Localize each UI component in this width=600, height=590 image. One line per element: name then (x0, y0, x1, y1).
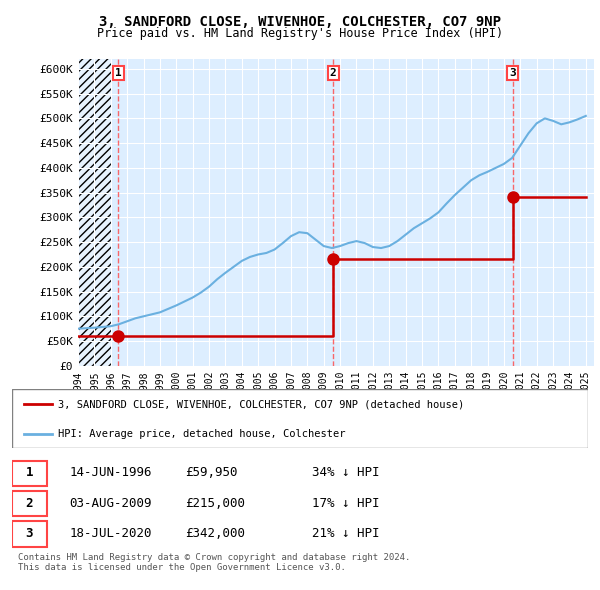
Text: 17% ↓ HPI: 17% ↓ HPI (311, 497, 379, 510)
Bar (12, 491, 47, 516)
Text: £59,950: £59,950 (185, 467, 238, 480)
Text: 03-AUG-2009: 03-AUG-2009 (70, 497, 152, 510)
Text: 3: 3 (26, 527, 33, 540)
Text: £342,000: £342,000 (185, 527, 245, 540)
Text: 3, SANDFORD CLOSE, WIVENHOE, COLCHESTER, CO7 9NP (detached house): 3, SANDFORD CLOSE, WIVENHOE, COLCHESTER,… (58, 399, 464, 409)
Text: 2: 2 (330, 68, 337, 78)
Bar (78, 59, 111, 366)
Text: Contains HM Land Registry data © Crown copyright and database right 2024.
This d: Contains HM Land Registry data © Crown c… (18, 553, 410, 572)
Text: Price paid vs. HM Land Registry's House Price Index (HPI): Price paid vs. HM Land Registry's House … (97, 27, 503, 40)
Text: 1: 1 (26, 467, 33, 480)
Text: HPI: Average price, detached house, Colchester: HPI: Average price, detached house, Colc… (58, 429, 346, 438)
Text: 21% ↓ HPI: 21% ↓ HPI (311, 527, 379, 540)
Text: 14-JUN-1996: 14-JUN-1996 (70, 467, 152, 480)
Text: 2: 2 (26, 497, 33, 510)
Bar (12, 461, 47, 486)
Bar (12, 521, 47, 546)
Text: 1: 1 (115, 68, 122, 78)
Text: £215,000: £215,000 (185, 497, 245, 510)
Text: 18-JUL-2020: 18-JUL-2020 (70, 527, 152, 540)
Text: 34% ↓ HPI: 34% ↓ HPI (311, 467, 379, 480)
Text: 3, SANDFORD CLOSE, WIVENHOE, COLCHESTER, CO7 9NP: 3, SANDFORD CLOSE, WIVENHOE, COLCHESTER,… (99, 15, 501, 29)
Text: 3: 3 (509, 68, 516, 78)
